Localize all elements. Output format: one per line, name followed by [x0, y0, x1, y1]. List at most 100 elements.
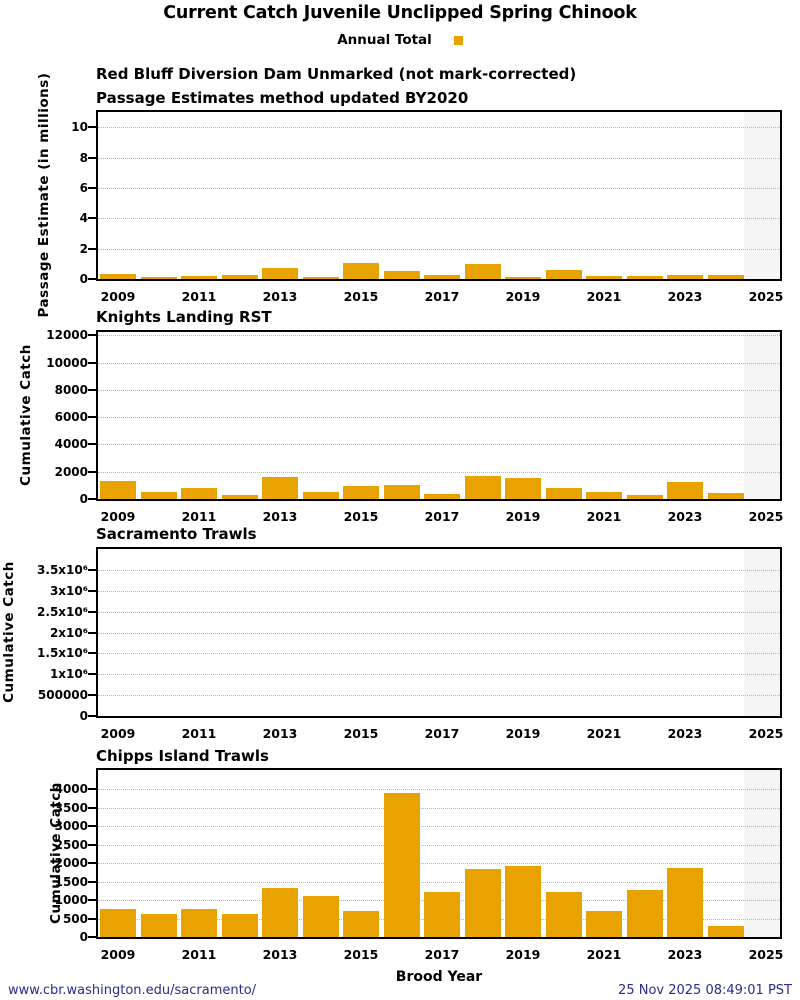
- y-tick-label: 500000: [37, 688, 88, 703]
- x-tick-label: 2011: [181, 289, 217, 304]
- x-tick-label: 2025: [748, 289, 784, 304]
- x-tick-label: 2019: [505, 947, 541, 962]
- footer-url-link[interactable]: www.cbr.washington.edu/sacramento/: [8, 983, 257, 998]
- x-tick-label: 2009: [100, 509, 136, 524]
- x-tick-label: 2015: [343, 509, 379, 524]
- x-tick-label: 2019: [505, 726, 541, 741]
- bar: [505, 865, 541, 937]
- bar: [100, 908, 136, 937]
- gridline: [98, 807, 780, 809]
- gridline: [98, 187, 780, 189]
- y-tick-label: 12000: [46, 328, 88, 343]
- bar: [707, 925, 744, 937]
- bar: [424, 493, 460, 499]
- gridline: [98, 632, 780, 634]
- x-tick-label: 2021: [586, 289, 622, 304]
- x-tick-label: 2017: [424, 726, 460, 741]
- gridline: [98, 881, 780, 883]
- chart1-plot-area: [96, 110, 782, 281]
- x-tick-label: 2017: [424, 509, 460, 524]
- gridline: [98, 362, 780, 364]
- y-tick-mark: [88, 156, 96, 159]
- bar: [100, 480, 136, 499]
- chart1-title-line1: Red Bluff Diversion Dam Unmarked (not ma…: [96, 65, 577, 83]
- y-tick-label: 1500: [54, 874, 88, 889]
- x-tick-label: 2015: [343, 947, 379, 962]
- y-tick-mark: [88, 899, 96, 902]
- y-tick-mark: [88, 715, 96, 717]
- y-tick-mark: [88, 694, 96, 697]
- y-tick-mark: [88, 568, 96, 571]
- chart2-title: Knights Landing RST: [96, 308, 272, 326]
- x-tick-label: 2025: [748, 509, 784, 524]
- x-tick-label: 2013: [262, 947, 298, 962]
- x-tick-label: 2013: [262, 289, 298, 304]
- chart3-plot-area: [96, 547, 782, 718]
- x-tick-label: 2015: [343, 726, 379, 741]
- x-tick-label: 2011: [181, 947, 217, 962]
- y-tick-label: 8000: [54, 382, 88, 397]
- gridline: [98, 863, 780, 865]
- y-tick-label: 0: [79, 709, 88, 723]
- gridline: [98, 789, 780, 791]
- bar: [343, 911, 379, 937]
- bar: [545, 487, 582, 499]
- y-tick-label: 3000: [54, 819, 88, 834]
- bar: [383, 484, 420, 499]
- bar: [221, 494, 258, 499]
- y-tick-label: 2000: [54, 464, 88, 479]
- bar: [424, 891, 460, 937]
- bar: [140, 914, 177, 937]
- y-tick-mark: [88, 880, 96, 883]
- y-tick-mark: [88, 361, 96, 364]
- bar: [140, 491, 177, 499]
- bar: [262, 476, 298, 499]
- y-tick-mark: [88, 217, 96, 220]
- y-tick-label: 2000: [54, 856, 88, 871]
- x-tick-label: 2023: [667, 947, 703, 962]
- y-tick-label: 3x10⁶: [49, 583, 88, 598]
- x-tick-label: 2013: [262, 726, 298, 741]
- bar: [383, 792, 420, 937]
- y-tick-label: 6000: [54, 410, 88, 425]
- y-tick-mark: [88, 862, 96, 865]
- y-tick-label: 4000: [54, 437, 88, 452]
- gridline: [98, 695, 780, 697]
- bar: [181, 487, 217, 499]
- bar: [667, 274, 703, 279]
- y-tick-mark: [88, 589, 96, 592]
- gridline: [98, 444, 780, 446]
- y-tick-label: 2: [79, 241, 88, 256]
- bar: [667, 481, 703, 499]
- x-tick-label: 2025: [748, 726, 784, 741]
- gridline: [98, 611, 780, 613]
- x-tick-label: 2011: [181, 726, 217, 741]
- gridline: [98, 844, 780, 846]
- gridline: [98, 826, 780, 828]
- y-tick-mark: [88, 631, 96, 634]
- y-tick-mark: [88, 278, 96, 280]
- gridline: [98, 335, 780, 337]
- bar: [302, 491, 339, 499]
- x-tick-label: 2025: [748, 947, 784, 962]
- y-tick-label: 2500: [54, 837, 88, 852]
- y-tick-label: 10000: [46, 355, 88, 370]
- bar: [302, 895, 339, 937]
- future-band: [743, 112, 780, 279]
- y-tick-label: 1.5x10⁶: [37, 646, 88, 661]
- y-tick-label: 0: [79, 492, 88, 506]
- bar: [505, 277, 541, 279]
- bar: [140, 276, 177, 279]
- bar: [262, 267, 298, 279]
- bar: [464, 869, 501, 937]
- x-tick-label: 2021: [586, 509, 622, 524]
- y-tick-label: 2.5x10⁶: [37, 604, 88, 619]
- y-tick-label: 1x10⁶: [49, 667, 88, 682]
- gridline: [98, 127, 780, 129]
- legend-swatch-icon: [453, 35, 463, 45]
- y-tick-mark: [88, 416, 96, 419]
- y-tick-mark: [88, 443, 96, 446]
- y-tick-mark: [88, 247, 96, 250]
- y-tick-label: 0: [79, 272, 88, 286]
